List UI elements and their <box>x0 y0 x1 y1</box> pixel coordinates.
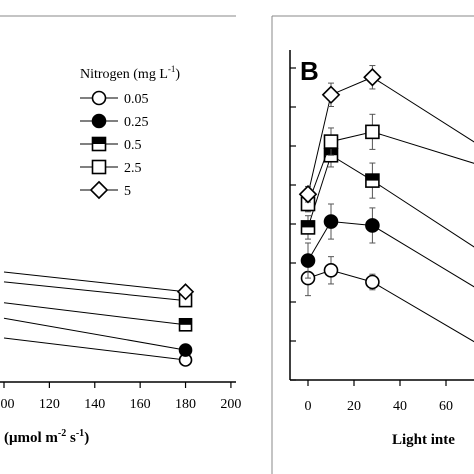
panel-a-x-tick-label: 100 <box>0 397 15 412</box>
panel-b-series-5 <box>298 65 474 204</box>
legend: Nitrogen (mg L-1) 0.05 0.25 0.5 2.5 5 <box>80 64 180 200</box>
panel-a-series-line <box>3 337 186 361</box>
panel-b-series-0.25 <box>300 203 474 288</box>
panel-a-series-line <box>3 271 186 293</box>
panel-a-series-5 <box>3 271 195 301</box>
panel-b-data-point <box>298 184 318 204</box>
panel-b-x-axis-label: Light inte <box>392 432 455 448</box>
legend-entry: 0.05 <box>80 90 149 107</box>
panel-b-data-point <box>365 274 380 290</box>
panel-b-series-line <box>307 269 474 343</box>
panel-b-data-point <box>323 214 339 229</box>
panel-b-series-2.5 <box>300 113 474 213</box>
legend-label: 0.5 <box>124 138 142 153</box>
panel-b-data-point <box>300 220 316 235</box>
panel-a: 100 120 140 160 180 200 (μmol m-2 s-1) <box>0 15 241 446</box>
legend-entry: 0.25 <box>80 113 149 130</box>
legend-entry: 2.5 <box>80 159 142 176</box>
legend-marker-circle-open <box>91 90 107 106</box>
panel-a-x-axis-label: (μmol m-2 s-1) <box>4 428 89 446</box>
legend-marker-square-half <box>91 136 107 152</box>
legend-marker-diamond-open <box>89 180 109 200</box>
panel-a-data-point <box>176 283 195 301</box>
panel-b-data-point <box>365 173 380 188</box>
panel-b-data-point <box>323 262 339 278</box>
legend-marker-circle-filled <box>91 113 107 129</box>
legend-entries: 0.05 0.25 0.5 2.5 5 <box>80 90 149 200</box>
panel-b-series-0.5 <box>300 143 474 248</box>
panel-b-series-line <box>307 154 474 248</box>
panel-b-data-point <box>300 253 316 268</box>
panel-a-data-point <box>178 343 193 357</box>
legend-label: 2.5 <box>124 161 142 176</box>
panel-b-x-ticks: 0 20 40 60 <box>305 380 453 414</box>
panel-b-series-line <box>307 221 474 288</box>
panel-b-data-point <box>363 67 382 87</box>
panel-a-data-point <box>178 317 193 332</box>
panel-b-label: B <box>300 56 319 86</box>
panel-a-x-ticks: 100 120 140 160 180 200 <box>0 382 241 412</box>
panel-b-x-tick-label: 40 <box>393 399 407 414</box>
panel-a-series-0.05 <box>3 337 193 367</box>
panel-b-series <box>298 65 474 343</box>
panel-a-series <box>3 271 195 367</box>
panel-b: B 0 20 40 60 Light inte <box>271 15 474 474</box>
panel-b-x-tick-label: 60 <box>439 399 453 414</box>
panel-b-series-line <box>307 76 474 195</box>
panel-a-series-0.25 <box>3 317 193 357</box>
panel-b-data-point <box>323 134 339 149</box>
panel-b-data-point <box>365 218 380 233</box>
panel-b-x-tick-label: 20 <box>347 399 361 414</box>
panel-a-series-line <box>3 302 186 326</box>
legend-entry: 5 <box>80 180 131 200</box>
panel-a-x-tick-label: 160 <box>130 397 151 412</box>
panel-b-data-point <box>365 124 380 140</box>
legend-label: 0.25 <box>124 115 149 130</box>
legend-title: Nitrogen (mg L-1) <box>80 64 180 82</box>
panel-a-x-tick-label: 140 <box>84 397 105 412</box>
legend-label: 0.05 <box>124 92 149 107</box>
legend-marker-square-open <box>91 159 107 175</box>
panel-a-series-line <box>3 317 186 351</box>
panel-a-x-tick-label: 200 <box>220 397 241 412</box>
panel-a-series-line <box>3 281 186 302</box>
panel-b-y-ticks <box>290 67 296 381</box>
panel-b-data-point <box>321 85 341 105</box>
panel-a-x-tick-label: 120 <box>39 397 60 412</box>
panel-b-x-tick-label: 0 <box>305 399 312 414</box>
legend-entry: 0.5 <box>80 136 142 153</box>
panel-a-series-2.5 <box>3 281 193 308</box>
legend-label: 5 <box>124 184 131 199</box>
panel-a-series-0.5 <box>3 302 193 332</box>
panel-a-x-tick-label: 180 <box>175 397 196 412</box>
panel-b-series-line <box>307 131 474 205</box>
